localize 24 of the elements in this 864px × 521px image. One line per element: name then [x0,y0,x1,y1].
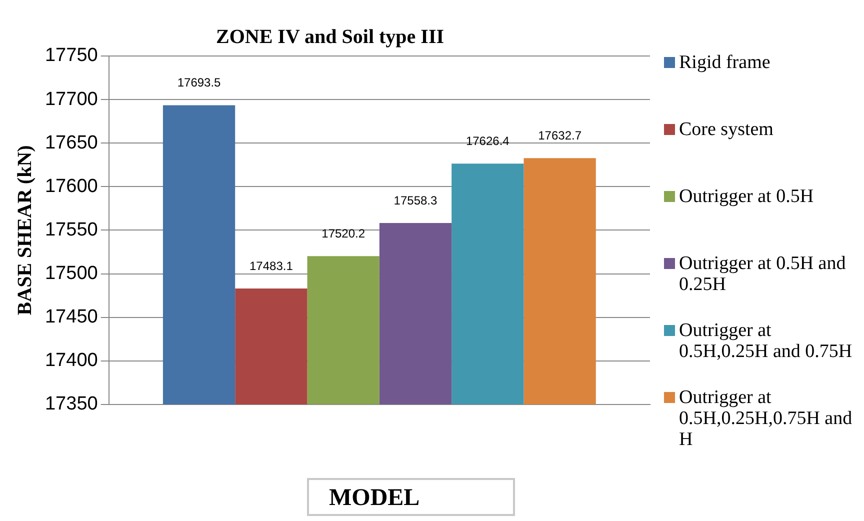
y-tick-label: 17350 [44,394,98,415]
legend-label: Outrigger at 0.5H [679,186,814,207]
y-tick-label: 17450 [44,306,98,328]
legend-label: Core system [679,119,774,140]
data-label: 17558.3 [394,193,438,208]
chart-title: ZONE IV and Soil type III [216,26,444,48]
legend-label: Outrigger at 0.5H,0.25H,0.75H and H [679,387,854,450]
data-label: 17632.7 [538,128,582,142]
y-tick-label: 17550 [44,219,98,240]
data-label: 17693.5 [177,76,222,90]
y-axis-title: BASE SHEAR (kN) [14,145,36,316]
data-label: 17483.1 [249,258,294,273]
legend-label: Outrigger at 0.5H,0.25H and 0.75H [679,320,854,362]
x-axis-title: MODEL [307,478,515,516]
data-label: 17520.2 [322,226,366,240]
y-tick-label: 17500 [44,262,98,284]
legend-label: Outrigger at 0.5H and 0.25H [679,253,847,295]
legend-label: Rigid frame [679,52,770,73]
y-tick-label: 17700 [44,88,98,110]
y-tick-label: 17650 [44,132,98,154]
y-tick-label: 17750 [44,45,98,66]
data-label: 17626.4 [466,134,510,148]
y-tick-label: 17600 [44,176,98,197]
y-tick-label: 17400 [44,350,98,372]
